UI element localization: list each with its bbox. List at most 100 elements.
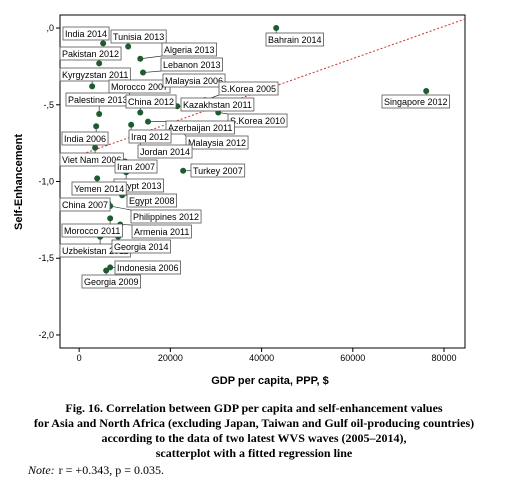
point-label: Malaysia 2012 bbox=[185, 135, 249, 150]
label-box bbox=[381, 94, 450, 109]
point-label-text: Lebanon 2013 bbox=[163, 60, 221, 70]
label-box bbox=[161, 42, 217, 57]
point-label-text: S.Korea 2010 bbox=[230, 116, 285, 126]
point-label: Tunisia 2013 bbox=[110, 29, 167, 44]
point-label-text: Jordan 2014 bbox=[140, 147, 190, 157]
point-label-text: Tunisia 2013 bbox=[113, 32, 164, 42]
point-label-text: Morocco 2011 bbox=[64, 226, 120, 236]
point-label-text: Algeria 2013 bbox=[164, 45, 215, 55]
label-box bbox=[110, 29, 167, 44]
point-label: China 2012 bbox=[125, 94, 177, 109]
point-label-text: Yemen 2014 bbox=[74, 184, 124, 194]
leader-line bbox=[110, 205, 132, 211]
point-label-text: Iraq 2012 bbox=[131, 132, 169, 142]
point-label: Turkey 2007 bbox=[190, 163, 246, 178]
point bbox=[125, 43, 132, 50]
x-tick-label: 60000 bbox=[340, 353, 365, 363]
point bbox=[137, 109, 144, 116]
label-box bbox=[126, 193, 177, 208]
point-label-text: Azerbaijan 2011 bbox=[168, 123, 232, 133]
point-label: S.Korea 2010 bbox=[227, 113, 288, 128]
point-label: Georgia 2009 bbox=[81, 274, 141, 289]
point-label: S.Korea 2005 bbox=[218, 81, 279, 96]
caption-line: according to the data of two latest WVS … bbox=[101, 431, 406, 445]
point-label: Georgia 2014 bbox=[111, 239, 171, 254]
note-label: Note: bbox=[27, 463, 55, 477]
point-label: Yemen 2014 bbox=[71, 181, 127, 196]
label-box bbox=[62, 26, 110, 41]
point bbox=[89, 83, 96, 90]
leader-line bbox=[140, 55, 163, 60]
point-label: Egypt 2008 bbox=[126, 193, 177, 208]
point-label: Kyrgyzstan 2011 bbox=[59, 67, 131, 82]
point-label: Palestine 2013 bbox=[65, 92, 130, 107]
label-box bbox=[114, 260, 181, 275]
label-box bbox=[190, 163, 246, 178]
point-label-text: Turkey 2007 bbox=[193, 166, 243, 176]
label-box bbox=[265, 32, 324, 47]
point-label-text: Egypt 2013 bbox=[116, 181, 162, 191]
point-label: India 2014 bbox=[62, 26, 110, 41]
point bbox=[103, 267, 110, 274]
caption-line: scatterplot with a fitted regression lin… bbox=[156, 446, 353, 460]
x-axis-label: GDP per capita, PPP, $ bbox=[211, 375, 329, 387]
label-box bbox=[59, 46, 122, 61]
point-label: Kazakhstan 2011 bbox=[180, 97, 255, 112]
point-label-text: Iran 2007 bbox=[117, 162, 155, 172]
point-label: Indonesia 2006 bbox=[114, 260, 181, 275]
point-label-text: Viet Nam 2006 bbox=[62, 155, 121, 165]
label-box bbox=[162, 73, 226, 88]
point-label-text: Malaysia 2006 bbox=[165, 76, 223, 86]
point-label-text: Singapore 2012 bbox=[384, 97, 448, 107]
label-box bbox=[59, 197, 111, 212]
point bbox=[423, 87, 430, 94]
point-label: Azerbaijan 2011 bbox=[165, 120, 235, 135]
label-box bbox=[128, 129, 172, 144]
point bbox=[145, 118, 152, 125]
caption-line: Fig. 16. Correlation between GDP per cap… bbox=[65, 401, 443, 415]
point-label: Lebanon 2013 bbox=[160, 57, 223, 72]
point bbox=[100, 40, 107, 47]
point-label-text: Georgia 2009 bbox=[84, 277, 139, 287]
point-label-text: Pakistan 2012 bbox=[62, 49, 119, 59]
point bbox=[137, 55, 144, 62]
x-tick-label: 20000 bbox=[158, 353, 183, 363]
point-label-text: China 2007 bbox=[62, 200, 108, 210]
point-label: Iraq 2012 bbox=[128, 129, 172, 144]
point-label-text: Philippines 2012 bbox=[133, 212, 199, 222]
point-label: China 2007 bbox=[59, 197, 111, 212]
point-label-text: Bahrain 2014 bbox=[268, 35, 322, 45]
point bbox=[180, 167, 187, 174]
note: Note: r = +0.343, p = 0.035. bbox=[27, 463, 164, 477]
point-labels: Bahrain 2014 Singapore 2012 India 2014 Tuni… bbox=[59, 26, 450, 289]
label-box bbox=[137, 144, 193, 159]
point-label: Jordan 2014 bbox=[137, 144, 193, 159]
note-text: r = +0.343, p = 0.035. bbox=[59, 463, 164, 477]
caption-line: for Asia and North Africa (excluding Jap… bbox=[34, 416, 474, 430]
point-label: Armenia 2011 bbox=[131, 224, 192, 239]
point-label-text: Indonesia 2006 bbox=[117, 263, 179, 273]
label-box bbox=[125, 94, 177, 109]
regression-line bbox=[59, 18, 466, 163]
point-label-text: Kyrgyzstan 2011 bbox=[62, 70, 128, 80]
label-box bbox=[180, 97, 255, 112]
label-box bbox=[165, 120, 235, 135]
label-box bbox=[61, 223, 123, 238]
label-box bbox=[130, 209, 202, 224]
y-tick-label: -1,0 bbox=[38, 177, 54, 187]
label-box bbox=[111, 239, 171, 254]
point bbox=[96, 60, 103, 67]
label-box bbox=[131, 224, 192, 239]
point-label: Pakistan 2012 bbox=[59, 46, 122, 61]
point-label: Algeria 2013 bbox=[161, 42, 217, 57]
y-tick-label: ,0 bbox=[46, 23, 54, 33]
point-label: Iran 2007 bbox=[114, 159, 158, 174]
point bbox=[140, 69, 147, 76]
label-box bbox=[59, 152, 124, 167]
point-label: India 2006 bbox=[61, 131, 109, 146]
y-tick-label: -,5 bbox=[43, 100, 54, 110]
label-box bbox=[71, 181, 127, 196]
label-box bbox=[61, 131, 109, 146]
point-label: Malaysia 2006 bbox=[162, 73, 226, 88]
